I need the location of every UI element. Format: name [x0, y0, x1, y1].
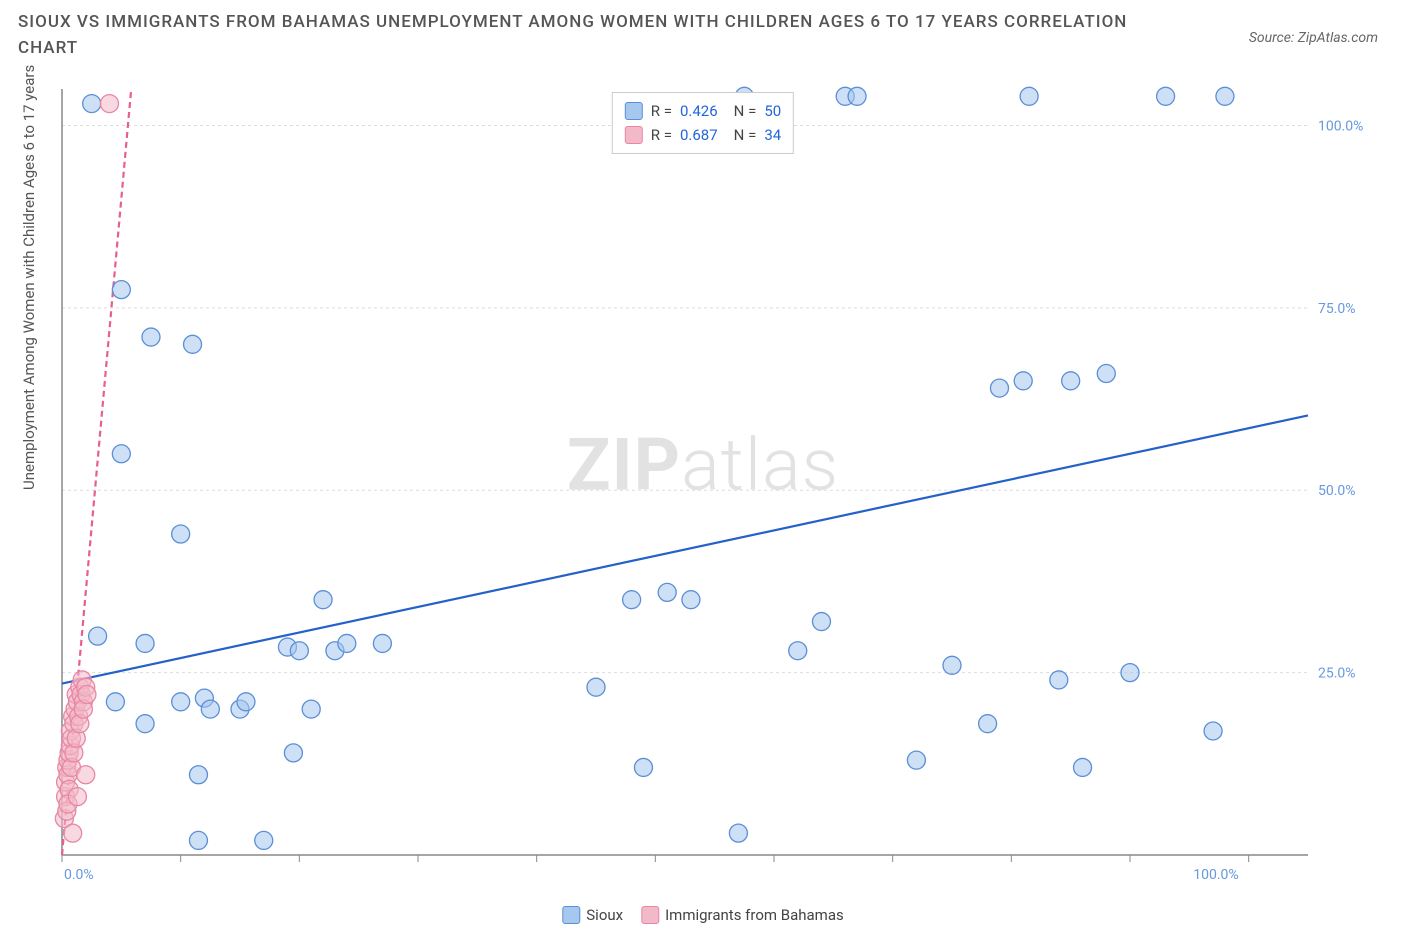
svg-text:0.0%: 0.0%	[64, 867, 94, 883]
n-label-2: N =	[734, 123, 757, 147]
svg-text:100.0%: 100.0%	[1318, 118, 1363, 134]
legend-item-sioux: Sioux	[562, 906, 623, 924]
svg-text:75.0%: 75.0%	[1318, 301, 1356, 317]
legend-swatch-bahamas	[641, 906, 659, 924]
chart-title: SIOUX VS IMMIGRANTS FROM BAHAMAS UNEMPLO…	[18, 10, 1168, 61]
n-value-bahamas: 34	[764, 123, 781, 147]
stats-legend: R = 0.426 N = 50 R = 0.687 N = 34	[612, 92, 794, 154]
r-value-bahamas: 0.687	[680, 123, 718, 147]
svg-text:50.0%: 50.0%	[1318, 483, 1356, 499]
plot-area: 25.0% 50.0% 75.0% 100.0% 0.0% 100.0%	[58, 85, 1378, 885]
legend-label-sioux: Sioux	[586, 906, 623, 924]
stats-row-sioux: R = 0.426 N = 50	[625, 99, 781, 123]
stats-row-bahamas: R = 0.687 N = 34	[625, 123, 781, 147]
legend-label-bahamas: Immigrants from Bahamas	[665, 906, 844, 924]
plot-svg: 25.0% 50.0% 75.0% 100.0% 0.0% 100.0%	[58, 85, 1378, 885]
r-value-sioux: 0.426	[680, 99, 718, 123]
swatch-sioux	[625, 102, 643, 120]
swatch-bahamas	[625, 126, 643, 144]
legend-item-bahamas: Immigrants from Bahamas	[641, 906, 844, 924]
svg-text:100.0%: 100.0%	[1193, 867, 1238, 883]
n-label: N =	[734, 99, 757, 123]
legend-swatch-sioux	[562, 906, 580, 924]
y-axis-label: Unemployment Among Women with Children A…	[20, 65, 38, 490]
source-label: Source: ZipAtlas.com	[1249, 30, 1378, 46]
r-label-2: R =	[651, 123, 672, 147]
correlation-chart: SIOUX VS IMMIGRANTS FROM BAHAMAS UNEMPLO…	[0, 0, 1406, 930]
svg-text:25.0%: 25.0%	[1318, 666, 1356, 682]
series-legend: Sioux Immigrants from Bahamas	[562, 906, 843, 924]
r-label: R =	[651, 99, 672, 123]
n-value-sioux: 50	[764, 99, 781, 123]
